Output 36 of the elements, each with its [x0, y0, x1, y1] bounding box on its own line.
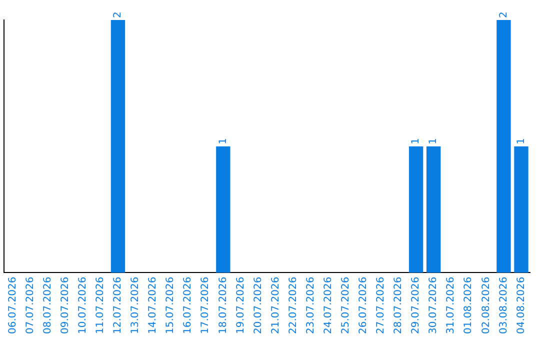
x-tick-label: 07.07.2026 [24, 276, 36, 334]
x-tick-label: 21.07.2026 [270, 276, 282, 334]
data-label: 1 [428, 138, 440, 144]
x-tick-label: 19.07.2026 [235, 276, 246, 334]
x-tick-label: 11.07.2026 [95, 276, 106, 334]
data-label: 1 [410, 138, 422, 144]
data-label: 1 [516, 138, 527, 144]
x-tick-label: 02.08.2026 [480, 276, 492, 334]
x-tick-label: 14.07.2026 [148, 276, 159, 334]
x-tick-label: 01.08.2026 [463, 276, 474, 334]
x-tick-label: 12.07.2026 [112, 276, 124, 334]
x-tick-label: 31.07.2026 [446, 276, 457, 334]
x-tick-label: 04.08.2026 [516, 276, 527, 334]
x-tick-label: 29.07.2026 [410, 276, 422, 334]
x-tick-label: 17.07.2026 [200, 276, 212, 334]
x-tick-label: 15.07.2026 [165, 276, 176, 334]
x-tick-label: 13.07.2026 [130, 276, 142, 334]
x-tick-label: 03.08.2026 [498, 276, 510, 334]
x-tick-label: 16.07.2026 [182, 276, 194, 334]
x-tick-label: 26.07.2026 [358, 276, 370, 334]
data-label: 2 [498, 12, 510, 18]
x-tick-label: 20.07.2026 [252, 276, 264, 334]
x-tick-label: 25.07.2026 [340, 276, 352, 334]
data-label: 1 [218, 138, 229, 144]
x-tick-label: 24.07.2026 [322, 276, 334, 334]
x-tick-label: 08.07.2026 [42, 276, 54, 334]
x-tick-label: 22.07.2026 [288, 276, 299, 334]
x-tick-label: 28.07.2026 [393, 276, 404, 334]
x-tick-label: 09.07.2026 [60, 276, 71, 334]
x-tick-label: 10.07.2026 [77, 276, 88, 334]
x-tick-label: 23.07.2026 [305, 276, 316, 334]
data-label: 2 [112, 12, 124, 18]
x-tick-label: 18.07.2026 [218, 276, 229, 334]
x-tick-label: 27.07.2026 [376, 276, 387, 334]
x-tick-label: 30.07.2026 [428, 276, 440, 334]
x-tick-label: 06.07.2026 [7, 276, 18, 334]
